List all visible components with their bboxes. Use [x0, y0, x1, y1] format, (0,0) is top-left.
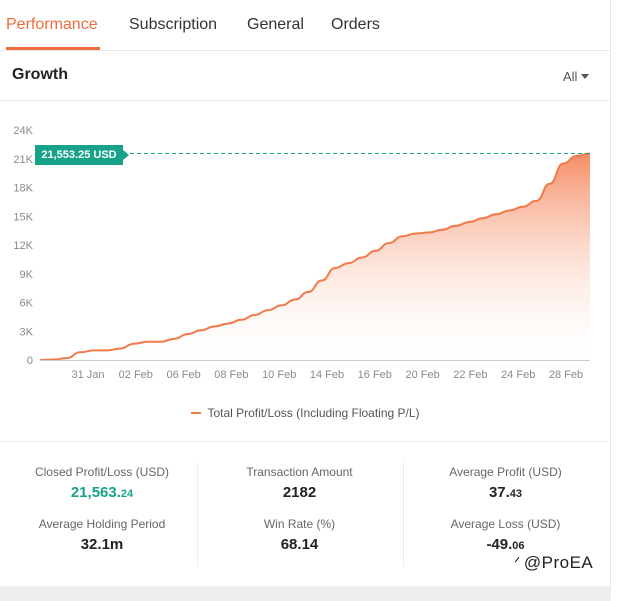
y-tick-label: 15K — [13, 211, 33, 223]
series-line — [39, 152, 591, 361]
stat-value: 2182 — [282, 484, 317, 501]
chart-legend[interactable]: Total Profit/Loss (Including Floating P/… — [0, 406, 611, 420]
caret-down-icon — [581, 74, 590, 79]
x-tick-label: 28 Feb — [549, 369, 583, 381]
x-tick-label: 06 Feb — [166, 369, 200, 381]
x-tick-label: 02 Feb — [119, 369, 153, 381]
x-tick-label: 08 Feb — [214, 369, 248, 381]
stat-value: 21,563.24 — [0, 484, 204, 501]
stat-value-main: -49. — [486, 536, 513, 553]
stat-average-holding: Average Holding Period 32.1m — [0, 517, 204, 553]
tab-general[interactable]: General — [247, 16, 304, 33]
stat-value-decimals: 24 — [120, 488, 134, 500]
legend-label: Total Profit/Loss (Including Floating P/… — [207, 406, 420, 420]
watermark: ᐟ @ProEA — [514, 553, 593, 573]
stat-label: Closed Profit/Loss (USD) — [34, 465, 170, 479]
stat-label: Average Loss (USD) — [450, 517, 561, 531]
stats-section: Closed Profit/Loss (USD) 21,563.24 Avera… — [0, 441, 611, 586]
x-tick-label: 22 Feb — [453, 369, 487, 381]
y-tick-label: 3K — [20, 326, 34, 338]
stat-label: Transaction Amount — [246, 465, 353, 479]
series-area — [40, 153, 590, 360]
stat-value-main: 37. — [488, 484, 510, 501]
stats-column-1: Closed Profit/Loss (USD) 21,563.24 Avera… — [0, 462, 204, 567]
tab-subscription[interactable]: Subscription — [129, 16, 218, 33]
stat-label: Win Rate (%) — [263, 517, 336, 531]
x-tick-label: 24 Feb — [501, 369, 535, 381]
y-tick-label: 24K — [13, 125, 33, 137]
current-value-badge: 21,553.25 USD — [35, 145, 129, 165]
footer-bar — [0, 586, 611, 601]
stat-value-decimals: 43 — [509, 488, 523, 500]
stat-average-loss: Average Loss (USD) -49.06 — [404, 517, 607, 553]
growth-header: Growth All — [0, 51, 611, 101]
x-tick-label: 10 Feb — [262, 369, 296, 381]
y-tick-label: 0 — [27, 355, 33, 367]
growth-chart-svg: 0 3K 6K 9K 12K 15K 18K 21K 24K 31 Jan 02 Feb 06 Fe… — [13, 125, 591, 381]
watermark-text: @ProEA — [523, 553, 594, 572]
x-tick-label: 14 Feb — [310, 369, 344, 381]
stat-transaction-amount: Transaction Amount 2182 — [198, 465, 401, 501]
stat-label: Average Profit (USD) — [449, 465, 562, 479]
tab-bar: Performance Subscription General Orders — [0, 0, 611, 51]
stat-label: Average Holding Period — [38, 517, 166, 531]
range-selected-label: All — [563, 69, 578, 84]
x-tick-label: 31 Jan — [71, 369, 104, 381]
stat-value-decimals: 06 — [512, 540, 525, 552]
performance-panel: Performance Subscription General Orders … — [0, 0, 611, 601]
stat-closed-pl: Closed Profit/Loss (USD) 21,563.24 — [0, 465, 204, 501]
tab-orders[interactable]: Orders — [331, 16, 380, 33]
stat-value: 37.43 — [404, 484, 607, 501]
y-tick-label: 21K — [13, 154, 33, 166]
range-dropdown[interactable]: All — [563, 69, 590, 84]
stat-value-main: 21,563. — [70, 484, 121, 501]
y-tick-label: 12K — [13, 240, 33, 252]
x-tick-label: 20 Feb — [405, 369, 439, 381]
x-tick-label: 16 Feb — [358, 369, 392, 381]
growth-chart: 0 3K 6K 9K 12K 15K 18K 21K 24K 31 Jan 02 Feb 06 Fe… — [0, 101, 611, 441]
zhihu-logo-icon: ᐟ — [514, 555, 521, 572]
active-tab-indicator — [6, 47, 100, 50]
growth-title: Growth — [12, 66, 68, 83]
y-tick-label: 18K — [13, 183, 33, 195]
stat-value: -49.06 — [404, 536, 607, 553]
stats-column-2: Transaction Amount 2182 Win Rate (%) 68.… — [197, 462, 401, 567]
stat-value: 68.14 — [280, 536, 319, 553]
y-tick-label: 6K — [20, 298, 34, 310]
stat-average-profit: Average Profit (USD) 37.43 — [404, 465, 607, 501]
legend-swatch — [191, 412, 202, 414]
stats-column-3: Average Profit (USD) 37.43 Average Loss … — [403, 462, 607, 567]
tab-performance[interactable]: Performance — [6, 16, 98, 33]
stat-value: 32.1m — [80, 536, 124, 553]
stat-win-rate: Win Rate (%) 68.14 — [198, 517, 401, 553]
y-tick-label: 9K — [20, 269, 34, 281]
